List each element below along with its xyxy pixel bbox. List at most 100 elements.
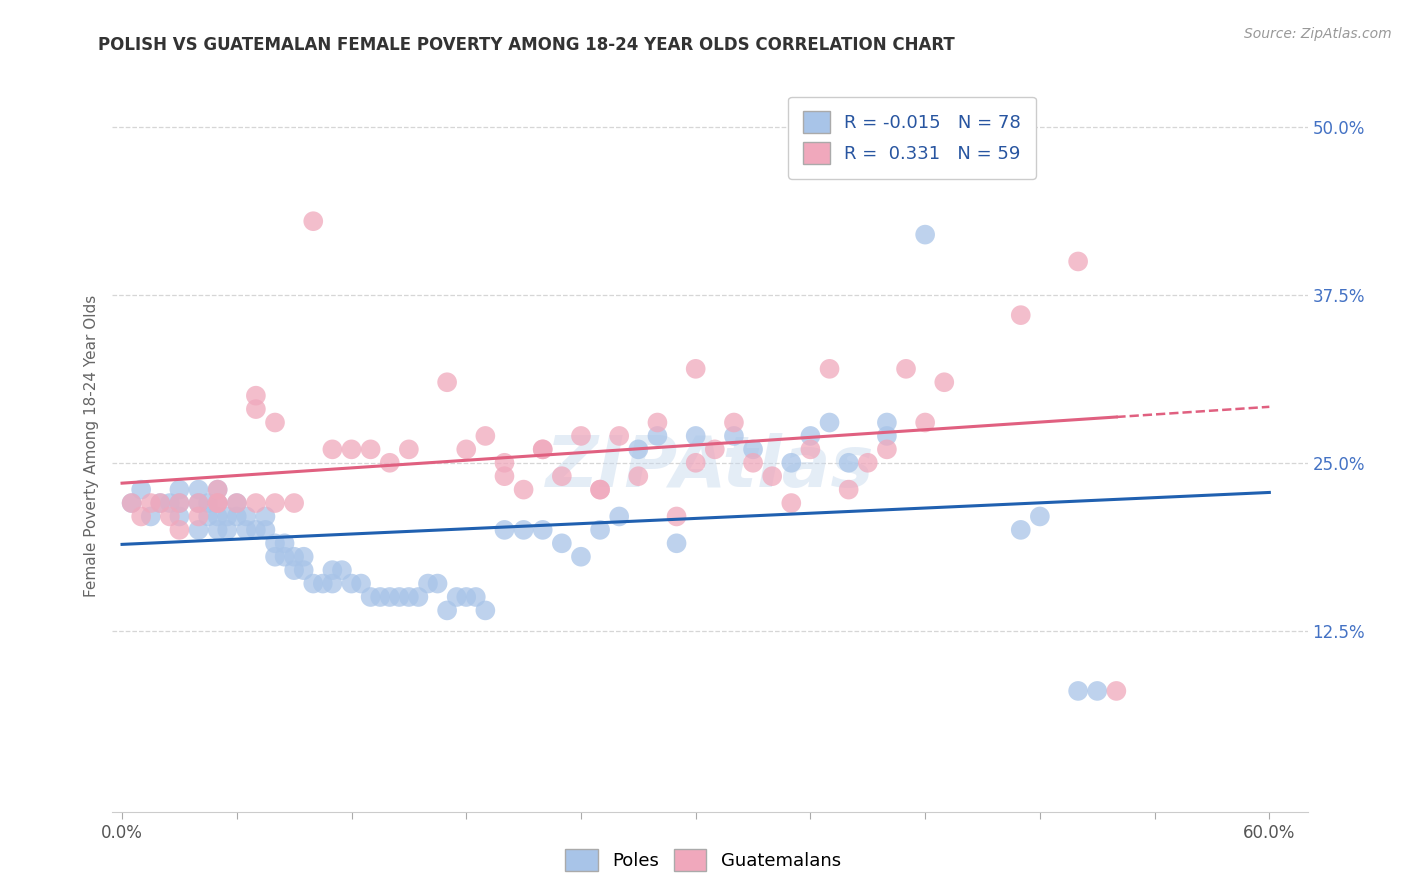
Point bbox=[398, 590, 420, 604]
Point bbox=[207, 509, 229, 524]
Point bbox=[761, 469, 783, 483]
Point bbox=[225, 496, 247, 510]
Point bbox=[780, 456, 803, 470]
Point bbox=[1105, 684, 1128, 698]
Point bbox=[456, 442, 478, 457]
Point bbox=[169, 483, 191, 497]
Point bbox=[207, 483, 229, 497]
Point bbox=[723, 416, 745, 430]
Point bbox=[235, 509, 257, 524]
Point bbox=[197, 496, 219, 510]
Point bbox=[436, 376, 458, 390]
Point bbox=[512, 483, 534, 497]
Point bbox=[894, 361, 917, 376]
Point bbox=[723, 429, 745, 443]
Point bbox=[254, 509, 277, 524]
Point bbox=[121, 496, 143, 510]
Point bbox=[627, 442, 650, 457]
Point bbox=[254, 523, 277, 537]
Point bbox=[665, 509, 688, 524]
Point bbox=[934, 376, 956, 390]
Point bbox=[321, 576, 343, 591]
Legend: Poles, Guatemalans: Poles, Guatemalans bbox=[558, 842, 848, 879]
Point bbox=[139, 509, 162, 524]
Point bbox=[302, 214, 325, 228]
Point bbox=[876, 429, 898, 443]
Point bbox=[818, 416, 841, 430]
Point bbox=[589, 523, 612, 537]
Point bbox=[531, 523, 554, 537]
Point bbox=[139, 496, 162, 510]
Point bbox=[330, 563, 353, 577]
Point bbox=[799, 442, 821, 457]
Point bbox=[703, 442, 725, 457]
Point bbox=[647, 429, 669, 443]
Point bbox=[742, 442, 765, 457]
Point bbox=[589, 483, 612, 497]
Point bbox=[818, 361, 841, 376]
Point bbox=[245, 389, 267, 403]
Point bbox=[149, 496, 172, 510]
Point bbox=[207, 496, 229, 510]
Point bbox=[149, 496, 172, 510]
Point bbox=[217, 523, 239, 537]
Point bbox=[799, 429, 821, 443]
Point bbox=[416, 576, 439, 591]
Point bbox=[551, 469, 574, 483]
Point bbox=[914, 227, 936, 242]
Point bbox=[856, 456, 879, 470]
Point bbox=[197, 509, 219, 524]
Point bbox=[225, 496, 247, 510]
Point bbox=[121, 496, 143, 510]
Point bbox=[169, 509, 191, 524]
Point bbox=[129, 483, 152, 497]
Point bbox=[159, 496, 181, 510]
Point bbox=[207, 523, 229, 537]
Point bbox=[914, 416, 936, 430]
Point bbox=[665, 536, 688, 550]
Point bbox=[283, 563, 305, 577]
Point bbox=[494, 469, 516, 483]
Point bbox=[312, 576, 335, 591]
Y-axis label: Female Poverty Among 18-24 Year Olds: Female Poverty Among 18-24 Year Olds bbox=[83, 295, 98, 597]
Point bbox=[426, 576, 449, 591]
Point bbox=[569, 549, 592, 564]
Point bbox=[283, 496, 305, 510]
Point bbox=[264, 549, 287, 564]
Point bbox=[340, 576, 363, 591]
Point bbox=[838, 483, 860, 497]
Point bbox=[378, 456, 401, 470]
Point bbox=[245, 523, 267, 537]
Point bbox=[446, 590, 468, 604]
Point bbox=[1010, 308, 1032, 322]
Point bbox=[350, 576, 373, 591]
Point bbox=[187, 509, 209, 524]
Point bbox=[187, 496, 209, 510]
Point bbox=[456, 590, 478, 604]
Point bbox=[264, 536, 287, 550]
Point bbox=[302, 576, 325, 591]
Point bbox=[245, 402, 267, 417]
Text: Source: ZipAtlas.com: Source: ZipAtlas.com bbox=[1244, 27, 1392, 41]
Point bbox=[273, 536, 295, 550]
Point bbox=[264, 416, 287, 430]
Point bbox=[474, 603, 496, 617]
Point bbox=[531, 442, 554, 457]
Point bbox=[292, 563, 315, 577]
Point bbox=[235, 523, 257, 537]
Point bbox=[217, 509, 239, 524]
Point bbox=[685, 456, 707, 470]
Point bbox=[273, 549, 295, 564]
Point bbox=[531, 442, 554, 457]
Point bbox=[685, 429, 707, 443]
Point bbox=[780, 496, 803, 510]
Point bbox=[1010, 523, 1032, 537]
Point bbox=[607, 509, 630, 524]
Point bbox=[207, 483, 229, 497]
Point bbox=[398, 442, 420, 457]
Point bbox=[187, 523, 209, 537]
Point bbox=[1067, 684, 1090, 698]
Point bbox=[169, 496, 191, 510]
Point bbox=[742, 456, 765, 470]
Point bbox=[207, 496, 229, 510]
